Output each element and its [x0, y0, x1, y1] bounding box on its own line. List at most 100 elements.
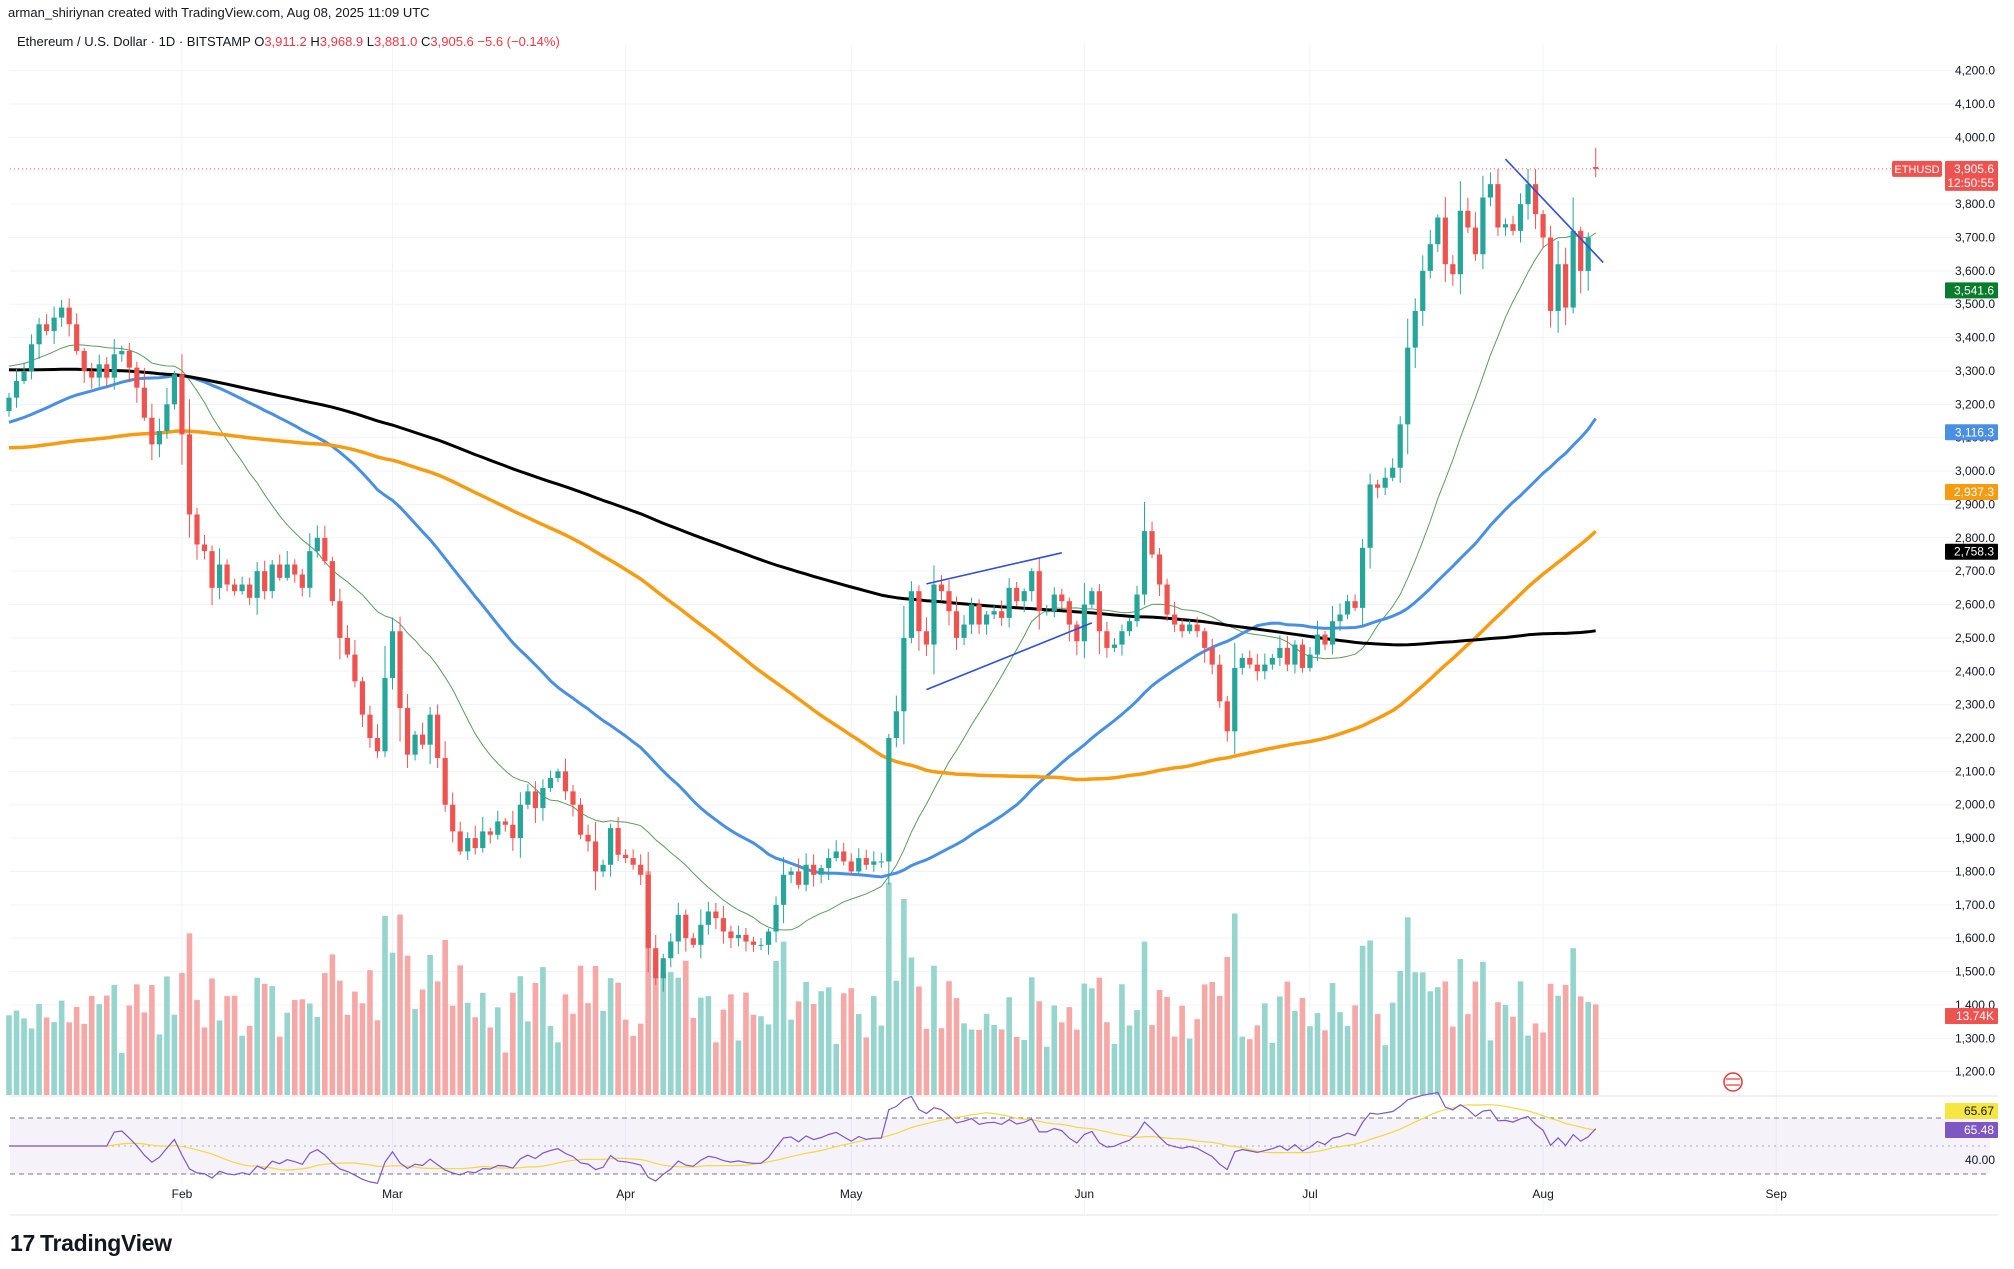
candle-body [367, 714, 373, 738]
volume-bar [1209, 981, 1215, 1095]
candle-body [1344, 601, 1351, 615]
candle-body [13, 380, 20, 398]
candle-body [1036, 571, 1042, 612]
candle [74, 313, 80, 355]
volume-bar [119, 1052, 125, 1095]
volume-bar [1547, 983, 1554, 1095]
volume-bar [1119, 984, 1125, 1095]
candle [314, 525, 320, 558]
candle [938, 575, 945, 601]
time-tick-label: Sep [1766, 1187, 1788, 1201]
volume-bar [254, 977, 260, 1095]
candle [765, 928, 772, 955]
volume-bar [713, 1042, 719, 1095]
volume-bar [299, 999, 306, 1095]
volume-bar [1179, 1005, 1185, 1095]
candle-body [848, 861, 854, 872]
ma100-price-tag-bg [1945, 483, 1998, 500]
candle-countdown: 12:50:55 [1947, 176, 1994, 190]
ma50-line [8, 374, 1597, 879]
volume-bar [1465, 1014, 1471, 1095]
volume-bar [1036, 1001, 1043, 1095]
candle-body [1224, 701, 1230, 732]
candle-body [638, 864, 644, 875]
volume-bar [224, 996, 230, 1095]
volume-bar [1269, 1043, 1276, 1095]
candle [96, 354, 102, 387]
candle [89, 362, 95, 389]
rsi-value-tag-bg [1945, 1122, 1998, 1138]
candle [743, 928, 749, 952]
candle-body [374, 737, 381, 752]
volume-bar [998, 1029, 1005, 1095]
price-tick-label: 2,600.0 [1955, 598, 1995, 612]
open-value: 3,911.2 [264, 34, 307, 49]
candle [1044, 605, 1050, 616]
volume-bar [1367, 940, 1373, 1095]
price-tick-label: 1,900.0 [1955, 831, 1995, 845]
candle-body [555, 771, 561, 779]
candle [1585, 232, 1591, 291]
candle-body [923, 631, 930, 645]
candle-body [1465, 210, 1471, 228]
candle [389, 617, 396, 690]
candle-body [344, 637, 350, 655]
candle-body [525, 791, 531, 805]
candle [577, 798, 584, 840]
candle-body [668, 941, 674, 959]
candle [299, 568, 305, 597]
volume-bar [1419, 972, 1426, 1095]
candle [1405, 318, 1411, 455]
candle [1397, 416, 1403, 483]
volume-bar [600, 1010, 606, 1095]
volume-bar [901, 898, 907, 1095]
candle-body [201, 544, 208, 552]
volume-bar [803, 981, 809, 1095]
candle [232, 578, 238, 596]
candle [1217, 654, 1223, 708]
tradingview-logo[interactable]: 17 TradingView [10, 1230, 172, 1257]
volume-bar [1284, 981, 1291, 1095]
high-label: H [310, 34, 320, 49]
volume-bar [720, 1009, 727, 1095]
last-price-value: 3,905.6 [1954, 162, 1994, 176]
candle-body [1593, 167, 1599, 169]
candle [1074, 620, 1080, 656]
volume-bar [1216, 995, 1223, 1095]
candle-body [1081, 604, 1087, 642]
candle [1427, 229, 1433, 279]
volume-bar [547, 1026, 554, 1095]
volume-bar [314, 1016, 321, 1095]
volume-bar [141, 1012, 148, 1095]
candle-body [179, 374, 185, 435]
time-tick-label: Feb [172, 1187, 193, 1201]
volume-bar [1570, 948, 1576, 1095]
candle [1450, 255, 1456, 286]
candle [991, 605, 997, 619]
candle-body [277, 564, 283, 578]
price-tick-label: 4,200.0 [1955, 64, 1995, 78]
candle [1066, 597, 1072, 642]
candle-body [502, 821, 508, 825]
candle [186, 399, 193, 538]
volume-bar [201, 1027, 208, 1095]
close-value: 3,905.6 [430, 34, 474, 49]
price-tick-label: 3,200.0 [1955, 397, 1995, 411]
candle [1081, 583, 1087, 659]
candle [1029, 568, 1035, 602]
volume-bar [1404, 917, 1411, 1095]
candle [803, 853, 809, 892]
symbol-name[interactable]: Ethereum / U.S. Dollar · 1D · BITSTAMP [17, 34, 251, 49]
candle [1548, 225, 1554, 328]
candle-body [826, 858, 832, 869]
volume-bar [1577, 996, 1584, 1095]
candle [773, 896, 779, 943]
candle [359, 676, 366, 728]
candle-body [292, 564, 298, 575]
candle-body [690, 938, 696, 945]
candle [66, 298, 72, 337]
candle-body [1096, 591, 1102, 632]
candle-body [1194, 624, 1200, 632]
candle-body [1021, 591, 1027, 602]
